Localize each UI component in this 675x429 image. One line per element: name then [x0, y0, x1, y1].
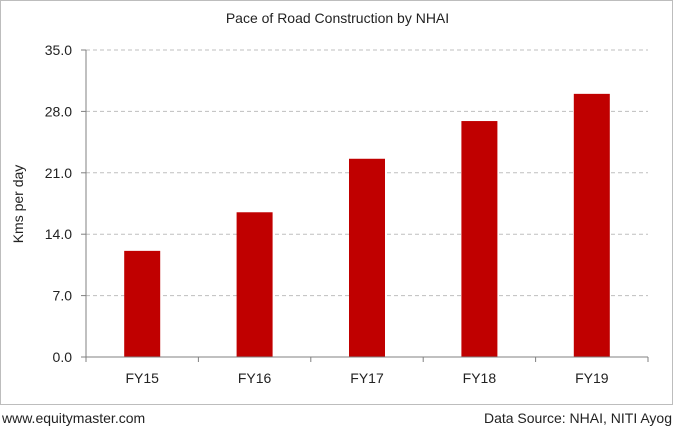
bar-fy16 — [236, 212, 273, 357]
x-tick-label: FY18 — [463, 370, 497, 386]
x-tick-label: FY17 — [350, 370, 384, 386]
x-tick-label: FY16 — [238, 370, 272, 386]
bar-fy18 — [461, 121, 498, 357]
y-tick-label: 28.0 — [45, 103, 72, 119]
y-tick-label: 14.0 — [45, 226, 72, 242]
y-tick-label: 7.0 — [53, 288, 73, 304]
bar-fy15 — [124, 250, 161, 357]
x-tick-label: FY19 — [575, 370, 609, 386]
bar-fy17 — [349, 158, 385, 357]
x-tick-label: FY15 — [125, 370, 159, 386]
website-credit: www.equitymaster.com — [2, 410, 146, 426]
bar-fy19 — [573, 93, 610, 357]
y-tick-labels: 0.0 7.0 14.0 21.0 28.0 35.0 — [45, 42, 72, 365]
y-tick-label: 21.0 — [45, 165, 72, 181]
axes — [81, 49, 649, 362]
bars — [124, 93, 610, 357]
chart-frame: Pace of Road Construction by NHAI Kms pe… — [0, 0, 673, 405]
y-tick-label: 35.0 — [45, 42, 72, 58]
data-source: Data Source: NHAI, NITI Ayog — [483, 410, 672, 426]
chart-title: Pace of Road Construction by NHAI — [225, 10, 450, 26]
x-tick-labels: FY15 FY16 FY17 FY18 FY19 — [125, 370, 608, 386]
bar-chart: 0.07.014.021.028.035.0 FY15 FY16 FY17 FY18 F… — [45, 42, 649, 386]
y-tick-label: 0.0 — [53, 349, 73, 365]
